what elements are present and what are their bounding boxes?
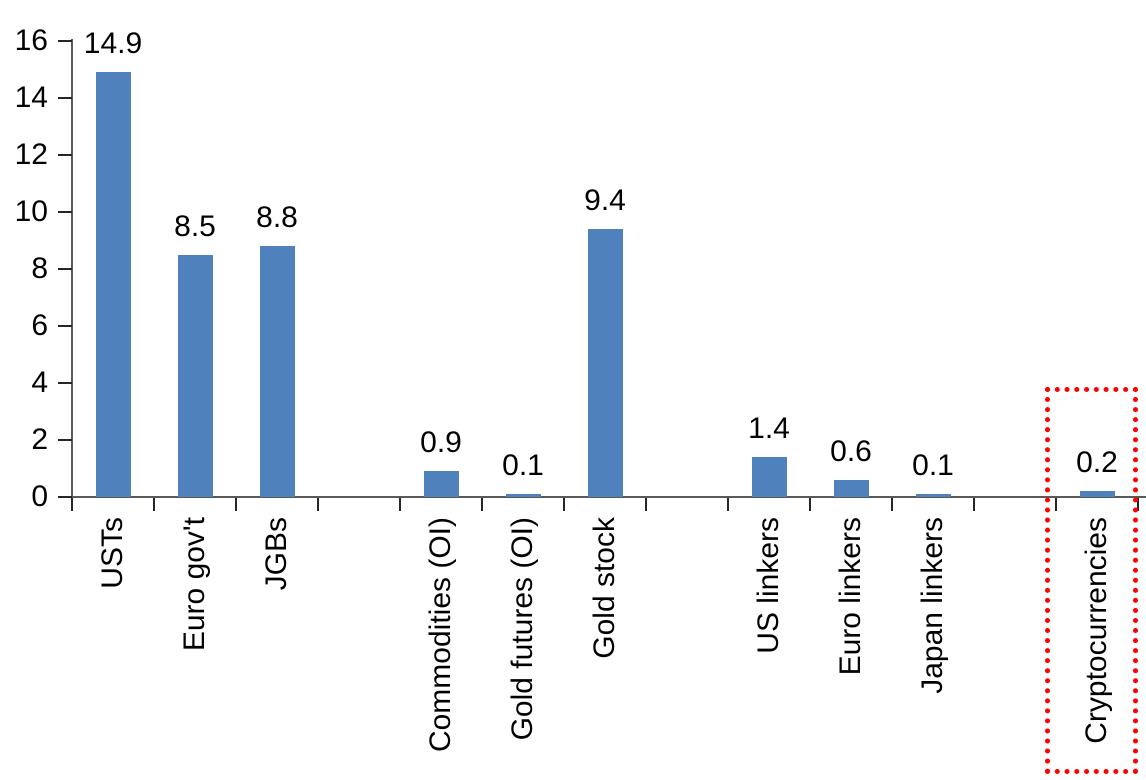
y-axis-tick: [58, 325, 72, 327]
bar-value-label: 14.9: [83, 27, 143, 60]
bar-value-label: 8.8: [256, 201, 298, 234]
category-label: Commodities (OI): [424, 517, 457, 753]
y-axis-tick-label: 14: [14, 81, 48, 114]
x-axis-tick: [481, 498, 483, 511]
bar-value-label: 0.1: [912, 449, 954, 482]
y-axis-tick: [58, 439, 72, 441]
y-axis-tick-label: 10: [14, 195, 48, 228]
y-axis-tick-label: 4: [31, 366, 48, 399]
bar-value-label: 1.4: [748, 412, 790, 445]
y-axis-tick-label: 16: [14, 24, 48, 57]
bar-gold-futures-oi: [505, 494, 541, 497]
bar-commodities-oi: [423, 471, 459, 497]
x-axis-tick: [153, 498, 155, 511]
y-axis-tick: [58, 211, 72, 213]
bar-value-label: 8.5: [174, 210, 216, 243]
bar-value-label: 0.2: [1076, 446, 1118, 479]
category-label: USTs: [96, 517, 129, 589]
category-label: Gold futures (OI): [506, 517, 539, 741]
x-axis-tick: [645, 498, 647, 511]
x-axis-tick: [399, 498, 401, 511]
x-axis-line: [71, 496, 1146, 498]
x-axis-tick: [973, 498, 975, 511]
x-axis-tick: [809, 498, 811, 511]
y-axis-tick: [58, 382, 72, 384]
bar-cryptocurrencies: [1079, 491, 1115, 497]
category-label: Gold stock: [588, 517, 621, 659]
y-axis-tick-label: 2: [31, 423, 48, 456]
x-axis-tick: [235, 498, 237, 511]
highlight-box-cryptocurrencies: [1045, 387, 1138, 774]
bar-euro-linkers: [833, 480, 869, 497]
y-axis-tick: [58, 40, 72, 42]
x-axis-tick: [317, 498, 319, 511]
bar-euro-gov-t: [177, 255, 213, 497]
bar-value-label: 0.6: [830, 435, 872, 468]
y-axis-line: [71, 39, 73, 510]
category-label: Japan linkers: [916, 517, 949, 694]
y-axis-tick: [58, 496, 72, 498]
x-axis-tick: [727, 498, 729, 511]
bar-jgbs: [259, 246, 295, 497]
x-axis-tick: [1055, 498, 1057, 511]
category-label: US linkers: [752, 517, 785, 654]
category-label: Euro gov't: [178, 517, 211, 652]
y-axis-tick-label: 8: [31, 252, 48, 285]
x-axis-tick: [71, 498, 73, 511]
bar-japan-linkers: [915, 494, 951, 497]
bar-value-label: 0.1: [502, 449, 544, 482]
x-axis-tick: [563, 498, 565, 511]
bar-value-label: 0.9: [420, 426, 462, 459]
y-axis-tick-label: 12: [14, 138, 48, 171]
bar-gold-stock: [587, 229, 623, 497]
bar-us-linkers: [751, 457, 787, 497]
y-axis-tick: [58, 97, 72, 99]
bar-usts: [95, 72, 131, 497]
bar-value-label: 9.4: [584, 184, 626, 217]
x-axis-tick: [1137, 498, 1139, 511]
y-axis-tick-label: 6: [31, 309, 48, 342]
y-axis-tick: [58, 268, 72, 270]
category-label: JGBs: [260, 517, 293, 591]
category-label: Euro linkers: [834, 517, 867, 676]
x-axis-tick: [891, 498, 893, 511]
y-axis-tick: [58, 154, 72, 156]
y-axis-tick-label: 0: [31, 480, 48, 513]
